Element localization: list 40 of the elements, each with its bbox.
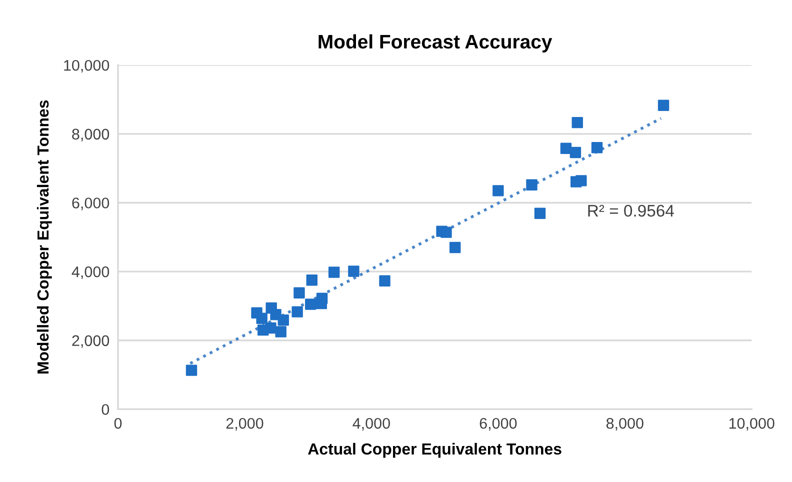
x-tick-label: 2,000 [226,418,264,431]
point [440,226,452,238]
x-tick-label: 10,000 [729,418,774,431]
x-tick-label: 4,000 [352,418,390,431]
point [379,275,390,286]
chart-title: Model Forecast Accuracy [318,34,552,52]
y-tick-label: 10,000 [64,60,110,73]
y-tick-label: 6,000 [72,198,110,210]
point [186,364,198,376]
annotation: R² = 0.9564 [588,204,674,217]
x-tick-label: 0 [114,418,122,429]
y-tick-label: 4,000 [72,266,110,280]
point [278,314,289,326]
point [492,185,504,196]
point [265,322,276,334]
y-tick-label: 2,000 [72,335,110,348]
point [560,142,572,154]
y-tick-label: 8,000 [72,128,110,142]
x-axis-title: Actual Copper Equivalent Tonnes [308,442,562,458]
point [316,292,328,304]
point [306,274,318,286]
y-tick-label: 0 [102,404,110,415]
point [449,242,461,254]
point [305,298,316,310]
point [572,116,583,128]
point [292,306,303,318]
x-tick-label: 6,000 [480,418,517,431]
point [348,266,360,277]
x-tick-label: 8,000 [606,418,644,431]
y-axis-title: Modelled Copper Equivalent Tonnes [36,100,52,374]
point [328,266,340,278]
point [658,100,670,111]
point [256,312,268,324]
point [576,175,587,186]
point [534,208,546,220]
point [294,287,305,298]
point [570,146,582,158]
point [591,142,603,154]
point [526,179,538,190]
point [275,326,286,338]
